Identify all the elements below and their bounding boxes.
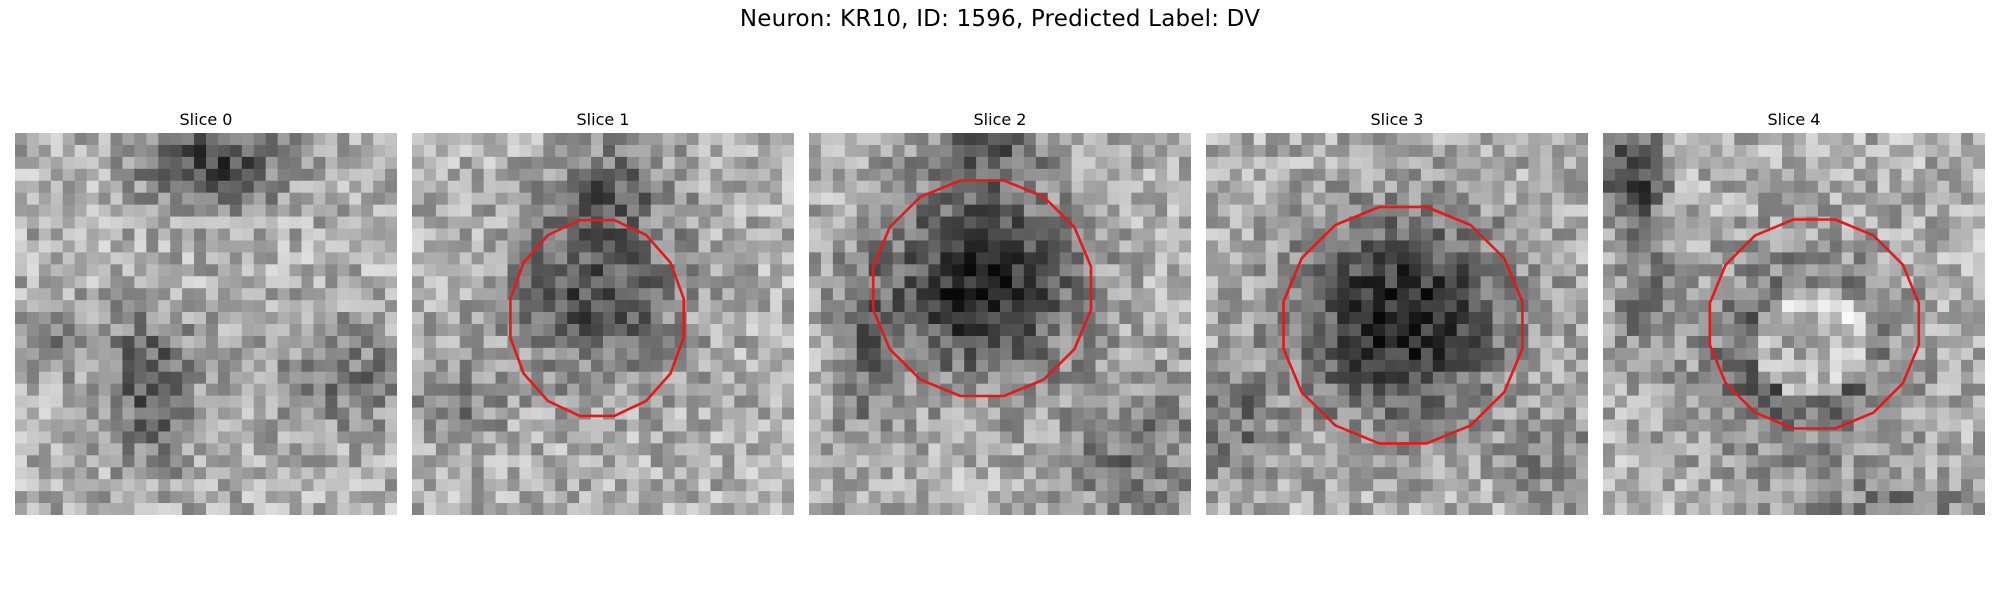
slice-panel-1: Slice 1: [412, 108, 794, 515]
contour-2: [871, 179, 1093, 398]
slice-image-2: [809, 133, 1191, 515]
slice-panel-4: Slice 4: [1603, 108, 1985, 515]
slice-title-1: Slice 1: [576, 110, 630, 129]
slice-image-3: [1206, 133, 1588, 515]
slice-panel-3: Slice 3: [1206, 108, 1588, 515]
slice-image-4: [1603, 133, 1985, 515]
slice-title-0: Slice 0: [179, 110, 233, 129]
slice-image-1: [412, 133, 794, 515]
slice-4-svg: [1603, 133, 1985, 515]
slice-panel-0: Slice 0: [15, 108, 397, 515]
slice-0-svg: [15, 133, 397, 515]
slice-1-svg: [412, 133, 794, 515]
contour-4: [1708, 218, 1921, 430]
slice-3-svg: [1206, 133, 1588, 515]
slice-title-4: Slice 4: [1767, 110, 1821, 129]
contour-3: [1282, 205, 1524, 445]
slice-panel-2: Slice 2: [809, 108, 1191, 515]
slice-title-3: Slice 3: [1370, 110, 1424, 129]
figure-title: Neuron: KR10, ID: 1596, Predicted Label:…: [739, 6, 1261, 32]
slice-title-2: Slice 2: [973, 110, 1027, 129]
contour-1: [509, 218, 686, 418]
slice-2-svg: [809, 133, 1191, 515]
slice-image-0: [15, 133, 397, 515]
